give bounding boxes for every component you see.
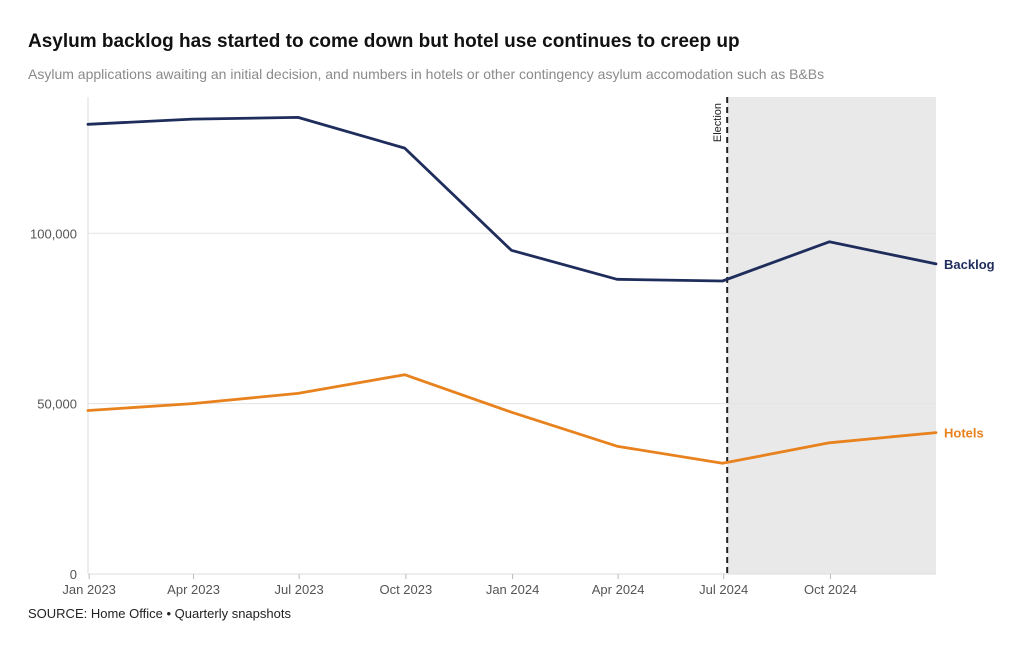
hotels-series-label: Hotels — [944, 426, 984, 441]
y-tick-label: 0 — [70, 567, 77, 582]
x-tick-label: Jul 2024 — [699, 582, 748, 597]
y-tick-label: 50,000 — [37, 397, 77, 412]
chart-title: Asylum backlog has started to come down … — [28, 31, 740, 52]
post-election-shaded-region — [727, 97, 936, 574]
y-tick-label: 100,000 — [30, 226, 77, 241]
chart-subtitle: Asylum applications awaiting an initial … — [28, 66, 825, 82]
chart-source: SOURCE: Home Office • Quarterly snapshot… — [28, 606, 291, 621]
election-label: Election — [712, 103, 724, 142]
backlog-series-line — [86, 116, 938, 283]
x-tick-label: Jul 2023 — [275, 582, 324, 597]
x-tick-label: Oct 2023 — [379, 582, 432, 597]
x-tick-label: Apr 2024 — [592, 582, 645, 597]
backlog-series-label: Backlog — [944, 257, 995, 272]
x-tick-label: Jan 2024 — [486, 582, 540, 597]
hotels-series-line — [86, 373, 938, 465]
x-tick-label: Apr 2023 — [167, 582, 220, 597]
x-tick-label: Jan 2023 — [62, 582, 116, 597]
x-tick-label: Oct 2024 — [804, 582, 857, 597]
